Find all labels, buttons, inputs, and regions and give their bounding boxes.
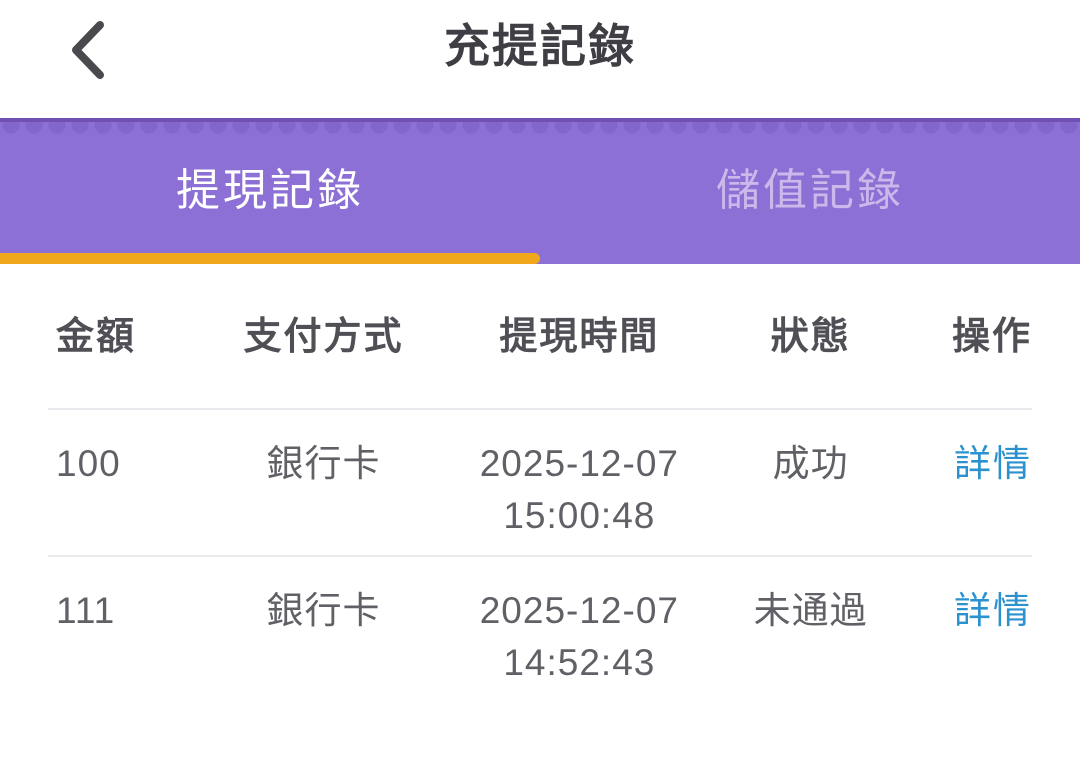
cell-amount: 111 xyxy=(56,590,116,631)
table-row: 100 銀行卡 2025-12-07 15:00:48 成功 詳情 xyxy=(48,410,1032,557)
back-button[interactable] xyxy=(56,14,120,86)
column-header-withdraw-time: 提現時間 xyxy=(499,316,660,358)
column-header-amount: 金額 xyxy=(56,316,137,358)
cell-payment-method: 銀行卡 xyxy=(266,590,381,631)
tab-deposit-label: 儲值記錄 xyxy=(716,166,904,215)
active-tab-underline xyxy=(0,253,540,264)
table-header-row: 金額 支付方式 提現時間 狀態 操作 xyxy=(48,264,1032,410)
tab-withdrawal-records[interactable]: 提現記錄 xyxy=(0,122,540,264)
chevron-left-icon xyxy=(72,21,104,79)
tab-withdrawal-label: 提現記錄 xyxy=(176,166,364,215)
app-header: 充提記錄 xyxy=(0,0,1080,118)
cell-withdraw-time: 2025-12-07 15:00:48 xyxy=(442,438,718,542)
cell-action: 詳情 xyxy=(904,585,1032,637)
cell-time-line: 15:00:48 xyxy=(503,495,656,536)
detail-link[interactable]: 詳情 xyxy=(953,443,1032,484)
cell-time-line: 14:52:43 xyxy=(503,642,656,683)
cell-status: 未通過 xyxy=(753,590,868,631)
column-header-payment-method: 支付方式 xyxy=(243,316,404,358)
cell-payment-method: 銀行卡 xyxy=(266,443,381,484)
cell-withdraw-time: 2025-12-07 14:52:43 xyxy=(442,585,718,689)
tab-deposit-records[interactable]: 儲值記錄 xyxy=(540,122,1080,264)
column-header-status: 狀態 xyxy=(770,316,851,358)
detail-link[interactable]: 詳情 xyxy=(953,590,1032,631)
cell-date-line: 2025-12-07 xyxy=(479,590,679,631)
cell-action: 詳情 xyxy=(904,438,1032,490)
cell-date-line: 2025-12-07 xyxy=(479,443,679,484)
column-header-action: 操作 xyxy=(951,316,1032,358)
cell-amount: 100 xyxy=(56,443,121,484)
records-table: 金額 支付方式 提現時間 狀態 操作 100 銀行卡 2025-12-07 15… xyxy=(0,264,1080,702)
tab-bar: 提現記錄 儲值記錄 xyxy=(0,118,1080,264)
table-row: 111 銀行卡 2025-12-07 14:52:43 未通過 詳情 xyxy=(48,557,1032,702)
page-title: 充提記錄 xyxy=(444,20,636,72)
cell-status: 成功 xyxy=(772,443,849,484)
